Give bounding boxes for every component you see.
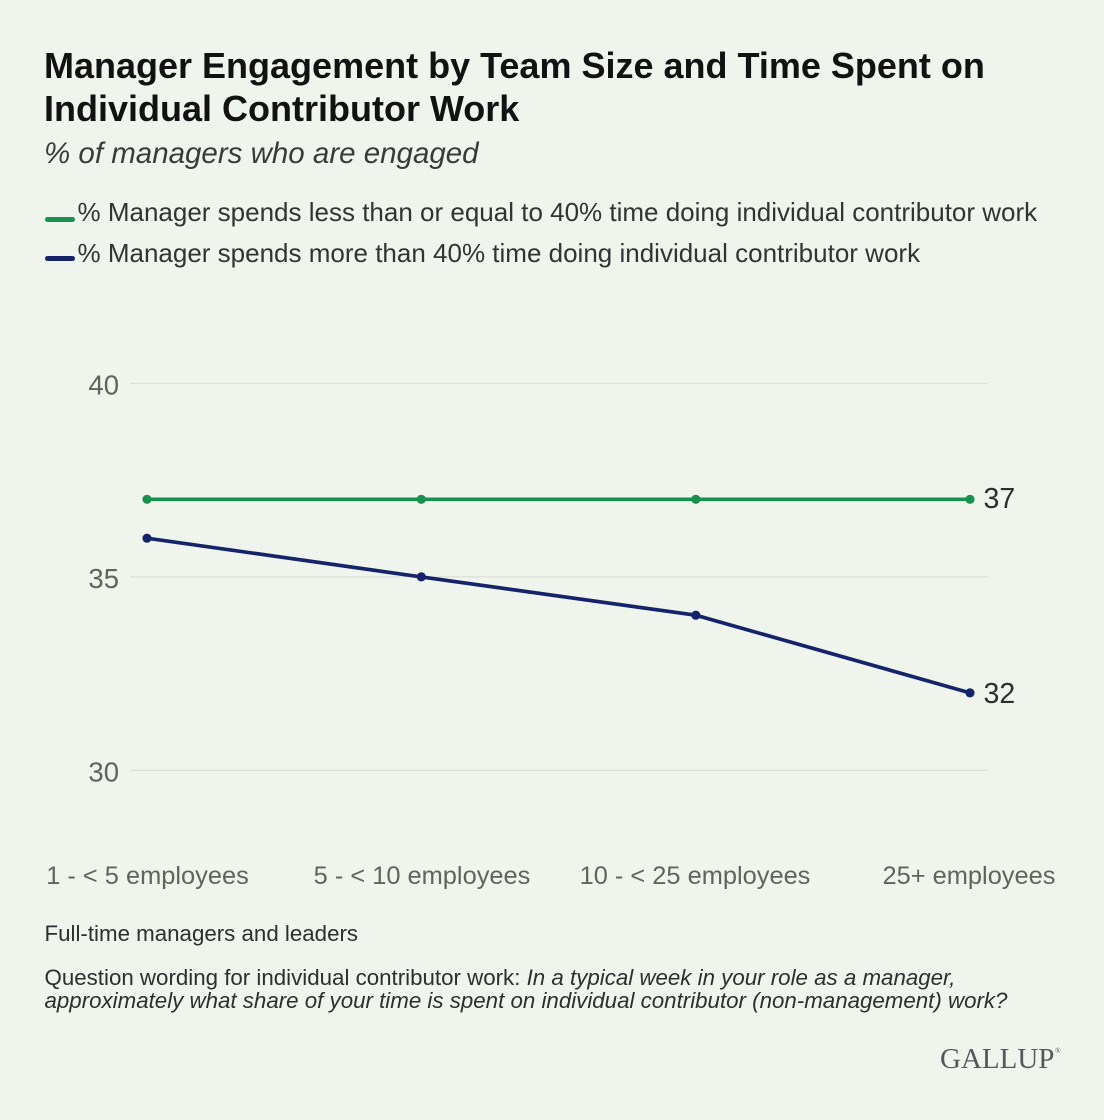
svg-text:40: 40 <box>88 370 119 401</box>
svg-text:1 - < 5 employees: 1 - < 5 employees <box>46 862 249 890</box>
svg-text:32: 32 <box>984 678 1016 710</box>
svg-text:25+ employees: 25+ employees <box>883 862 1056 890</box>
svg-text:10 - < 25 employees: 10 - < 25 employees <box>580 862 811 890</box>
svg-text:37: 37 <box>984 483 1016 515</box>
svg-text:30: 30 <box>88 756 119 787</box>
svg-text:35: 35 <box>88 563 119 594</box>
svg-text:5 - < 10 employees: 5 - < 10 employees <box>314 862 531 890</box>
